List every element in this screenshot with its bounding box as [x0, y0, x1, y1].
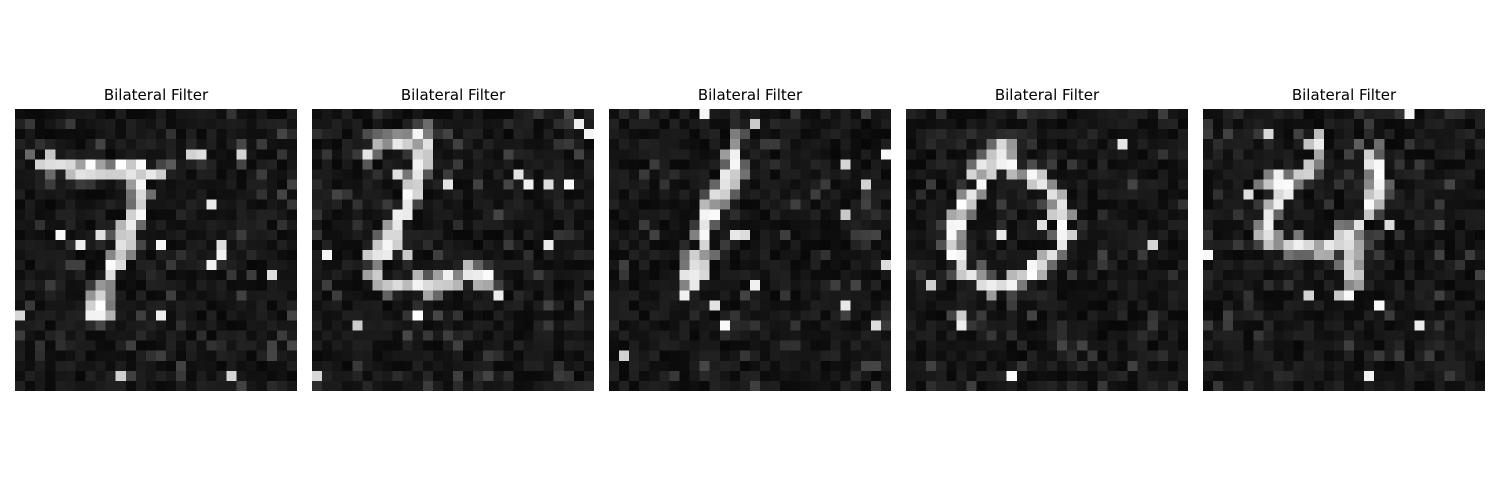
digit-image	[609, 109, 891, 391]
digit-image	[312, 109, 594, 391]
panel-title: Bilateral Filter	[400, 86, 506, 104]
panel-title: Bilateral Filter	[994, 86, 1100, 104]
digit-image	[15, 109, 297, 391]
panel-title: Bilateral Filter	[1291, 86, 1397, 104]
digit-image	[906, 109, 1188, 391]
panel-title: Bilateral Filter	[103, 86, 209, 104]
digit-image	[1203, 109, 1485, 391]
panel-title: Bilateral Filter	[697, 86, 803, 104]
